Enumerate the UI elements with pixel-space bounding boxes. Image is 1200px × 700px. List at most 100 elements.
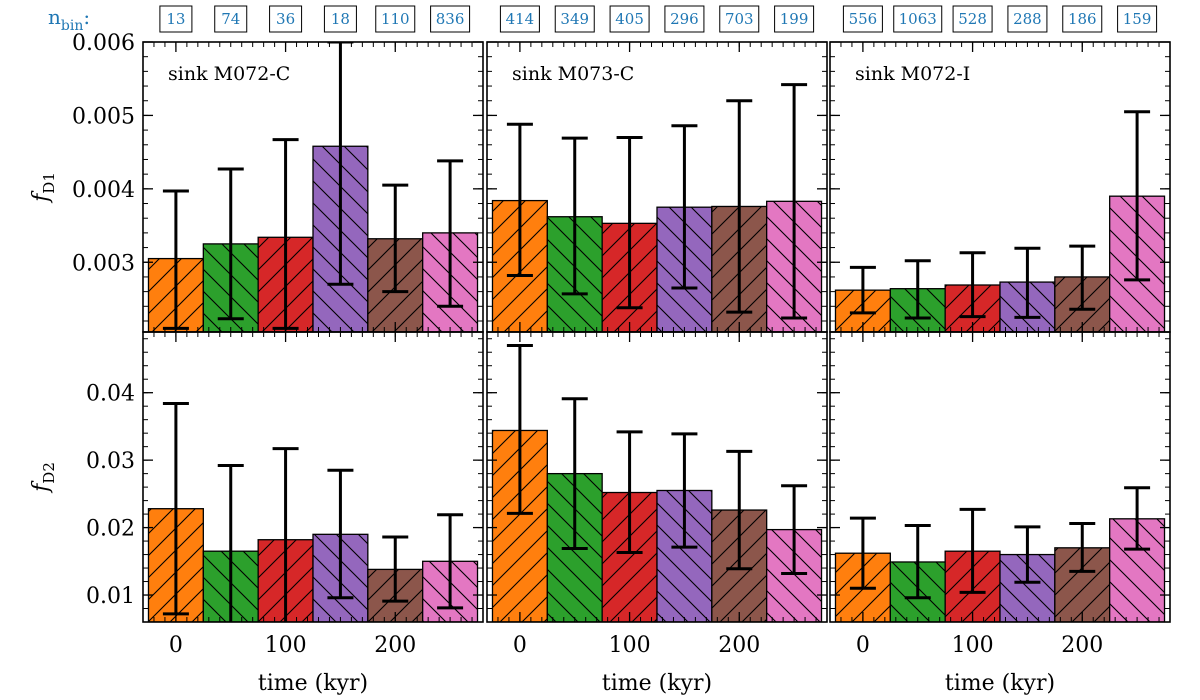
- panel-plot-area: [147, 401, 479, 622]
- panel-label: sink M073-C: [512, 63, 634, 85]
- nbin-box: 414: [499, 5, 540, 33]
- error-bar: [561, 397, 588, 550]
- panel-1-3: sink M072-I: [829, 41, 1171, 333]
- nbin-box-border: [842, 5, 883, 33]
- x-tick-label: 200: [1061, 633, 1103, 658]
- error-bar: [437, 513, 464, 610]
- nbin-box-border: [499, 5, 540, 33]
- y-axis-label: fD1: [29, 172, 58, 204]
- nbin-box-border: [430, 5, 471, 33]
- error-bar: [671, 432, 698, 549]
- error-bar: [1069, 522, 1096, 573]
- y-tick-label: 0.004: [72, 178, 135, 203]
- error-bar: [217, 167, 244, 321]
- error-bar: [616, 135, 643, 310]
- nbin-value: 74: [221, 10, 240, 28]
- nbin-value: 36: [276, 10, 295, 28]
- y-tick-label: 0.03: [86, 449, 135, 474]
- error-bar: [382, 183, 409, 294]
- panel-1-2: sink M073-C: [486, 41, 828, 333]
- panel-plot-area: [147, 42, 479, 332]
- nbin-value: 13: [166, 10, 185, 28]
- nbin-box: 13: [159, 5, 193, 33]
- error-bar: [671, 124, 698, 290]
- nbin-box-border: [375, 5, 416, 33]
- panel-plot-area: [834, 110, 1166, 332]
- nbin-value: 186: [1068, 10, 1097, 28]
- error-bar: [849, 516, 876, 590]
- nbin-value: 1063: [899, 10, 937, 28]
- nbin-box: 405: [609, 5, 650, 33]
- plot-layer: 0.003 0.004 0.005 0.006 sink M072-C 0 100 200 0.…: [29, 31, 1171, 696]
- nbin-header: nbin: 13 74 36 18 110 836 414 349 405 296 703 199 55…: [48, 5, 1158, 34]
- nbin-value: 159: [1123, 10, 1152, 28]
- error-bar: [616, 430, 643, 555]
- nbin-box-border: [1117, 5, 1158, 33]
- y-axis-label-text: fD2: [29, 462, 58, 494]
- error-bar: [1014, 246, 1041, 319]
- nbin-box: 349: [554, 5, 595, 33]
- nbin-box-border: [269, 5, 303, 33]
- y-tick-label: 0.01: [86, 584, 135, 609]
- error-bar: [382, 535, 409, 603]
- error-bar: [781, 83, 808, 320]
- nbin-value: 110: [381, 10, 410, 28]
- nbin-value: 556: [849, 10, 878, 28]
- nbin-box-border: [323, 5, 357, 33]
- nbin-value: 414: [506, 10, 535, 28]
- nbin-value: 405: [615, 10, 644, 28]
- error-bar: [959, 507, 986, 594]
- error-bar: [1069, 244, 1096, 311]
- panel-plot-area: [834, 486, 1166, 622]
- y-tick-label: 0.04: [86, 382, 135, 407]
- error-bar: [506, 343, 533, 515]
- error-bar: [1014, 525, 1041, 584]
- nbin-box-border: [774, 5, 815, 33]
- nbin-box-border: [214, 5, 248, 33]
- nbin-box-border: [609, 5, 650, 33]
- nbin-value: 528: [958, 10, 987, 28]
- nbin-value: 349: [560, 10, 589, 28]
- x-tick-label: 100: [952, 633, 994, 658]
- error-bar: [904, 524, 931, 600]
- x-tick-label: 0: [169, 633, 183, 658]
- nbin-box-border: [719, 5, 760, 33]
- x-axis-label: time (kyr): [258, 671, 368, 696]
- panel-2-3: 0 100 200: [829, 331, 1171, 658]
- panel-2-1: 0 100 200 0.01 0.02 0.03 0.04: [86, 331, 484, 658]
- y-tick-label: 0.006: [72, 31, 135, 56]
- error-bar: [904, 259, 931, 320]
- nbin-box-border: [952, 5, 993, 33]
- nbin-box: 836: [430, 5, 471, 33]
- error-bar: [272, 447, 299, 622]
- error-bar: [959, 251, 986, 319]
- error-bar: [437, 159, 464, 308]
- nbin-box: 74: [214, 5, 248, 33]
- nbin-value: 18: [331, 10, 350, 28]
- error-bar: [726, 99, 753, 314]
- nbin-value: 296: [670, 10, 699, 28]
- x-tick-label: 100: [265, 633, 307, 658]
- y-axis-label: fD2: [29, 462, 58, 494]
- nbin-box-border: [554, 5, 595, 33]
- error-bar: [1124, 486, 1151, 551]
- nbin-value: 199: [780, 10, 809, 28]
- nbin-box-border: [1062, 5, 1103, 33]
- nbin-value: 836: [436, 10, 465, 28]
- nbin-box: 556: [842, 5, 883, 33]
- nbin-box-border: [1007, 5, 1048, 33]
- panel-plot-area: [491, 83, 823, 332]
- panel-frame: [142, 331, 484, 623]
- y-axis-label-text: fD1: [29, 172, 58, 204]
- y-tick-label: 0.003: [72, 251, 135, 276]
- x-tick-label: 0: [513, 633, 527, 658]
- nbin-value: 288: [1013, 10, 1042, 28]
- error-bar: [1124, 110, 1151, 282]
- panel-label: sink M072-C: [168, 63, 290, 85]
- panel-frame: [829, 331, 1171, 623]
- nbin-box: 18: [323, 5, 357, 33]
- error-bar: [781, 484, 808, 575]
- bar: [999, 553, 1056, 622]
- nbin-box-border: [893, 5, 943, 33]
